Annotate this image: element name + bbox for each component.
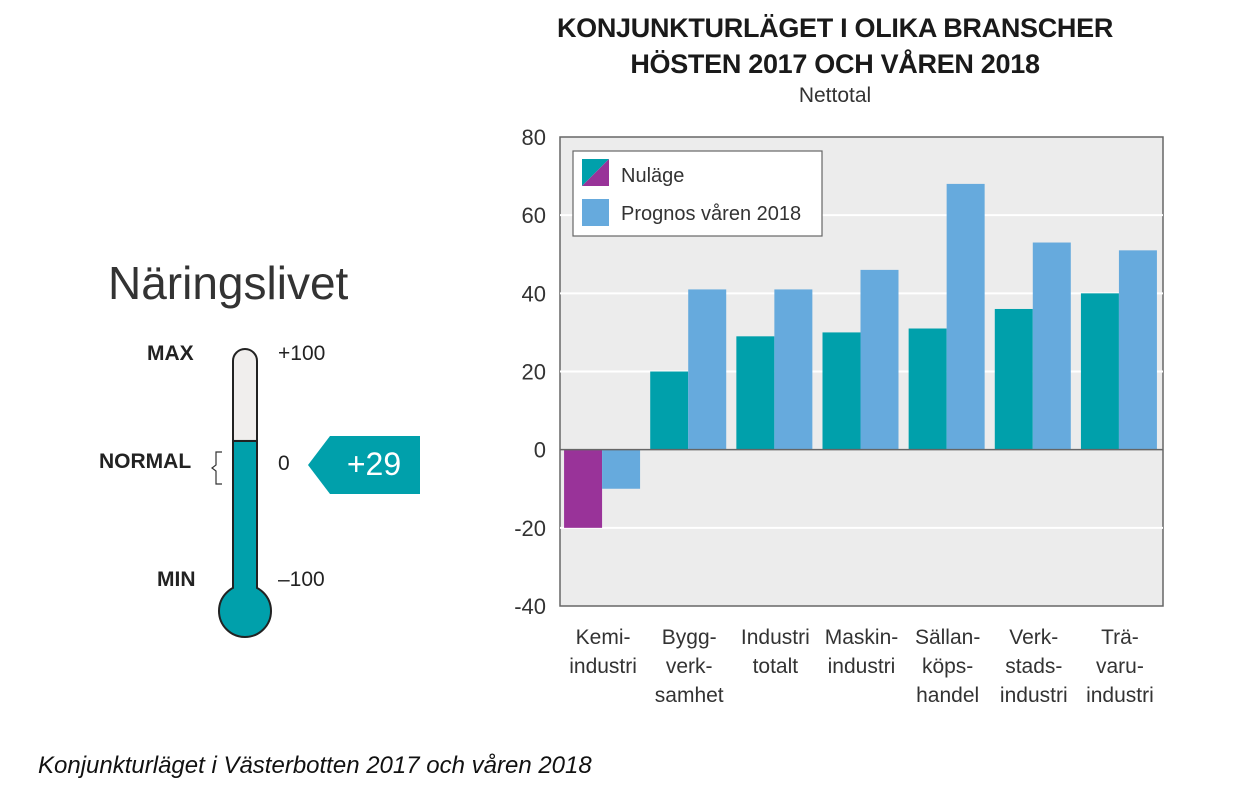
y-tick-label: -40 (514, 594, 546, 619)
legend-nulage-swatch-purple (582, 159, 609, 186)
x-tick-label: Industri (741, 626, 810, 649)
x-tick-label: Bygg- (662, 626, 717, 649)
thermometer-zero-value: 0 (278, 452, 290, 475)
bar-nulage (822, 332, 861, 450)
bar-prognos (602, 449, 641, 489)
y-tick-label: 60 (522, 203, 546, 228)
bar-prognos (1032, 242, 1071, 450)
chart-title-line-1: KONJUNKTURLÄGET I OLIKA BRANSCHER (556, 13, 1114, 43)
value-tag (308, 436, 420, 494)
bar-chart: 80 60 40 20 0 -20 -40 Kemi-industri Bygg-verk-s… (514, 125, 1164, 707)
figure-caption: Konjunkturläget i Västerbotten 2017 och … (38, 752, 592, 779)
value-tag-label: +29 (347, 446, 401, 482)
thermometer-fill (232, 439, 258, 601)
legend-box (572, 150, 823, 237)
y-tick-label: 40 (522, 281, 546, 306)
x-tick-label: industri (1086, 684, 1154, 707)
x-tick-label: industri (569, 655, 637, 678)
thermometer-graphic: +29 (211, 348, 420, 638)
bar-nulage (650, 371, 689, 450)
thermometer-min-label: MIN (157, 568, 196, 591)
thermometer-title: Näringslivet (108, 257, 349, 309)
x-tick-label: Trä- (1101, 626, 1139, 649)
thermometer-neck (234, 578, 256, 594)
bar-prognos (946, 183, 985, 450)
thermometer-max-label: MAX (147, 342, 194, 365)
x-tick-label: Kemi- (576, 626, 631, 649)
x-tick-label: samhet (655, 684, 724, 707)
normal-bracket-icon (211, 451, 222, 485)
y-tick-label: 20 (522, 360, 546, 385)
x-tick-label: industri (1000, 684, 1068, 707)
thermometer-max-value: +100 (278, 342, 326, 365)
x-tick-label: Sällan- (915, 626, 980, 649)
x-tick-label: totalt (753, 655, 799, 678)
bar-prognos (1118, 250, 1157, 450)
bar-nulage (1080, 293, 1119, 450)
y-tick-label: 0 (534, 438, 546, 463)
thermometer-min-value: –100 (278, 568, 325, 591)
chart-title-line-2: HÖSTEN 2017 OCH VÅREN 2018 (630, 49, 1040, 79)
y-tick-label: -20 (514, 516, 546, 541)
bar-prognos (688, 289, 727, 450)
x-tick-label: stads- (1005, 655, 1062, 678)
x-tick-label: köps- (922, 655, 973, 678)
legend-prognos-label: Prognos våren 2018 (621, 203, 801, 225)
bar-prognos (860, 269, 899, 450)
bar-prognos (774, 289, 813, 450)
legend-prognos-swatch (582, 199, 609, 226)
x-tick-label: verk- (666, 655, 713, 678)
bar-nulage (736, 336, 775, 450)
x-tick-label: industri (828, 655, 896, 678)
bar-nulage (564, 449, 603, 528)
legend: Nuläge Prognos våren 2018 (572, 150, 823, 237)
legend-nulage-label: Nuläge (621, 165, 684, 187)
x-tick-label: Maskin- (825, 626, 899, 649)
x-tick-label: varu- (1096, 655, 1144, 678)
bar-nulage (908, 328, 947, 450)
thermometer-normal-label: NORMAL (99, 450, 192, 473)
bar-nulage (994, 308, 1033, 450)
y-tick-label: 80 (522, 125, 546, 150)
chart-subtitle: Nettotal (798, 84, 872, 107)
chart-title: KONJUNKTURLÄGET I OLIKA BRANSCHER HÖSTEN… (520, 10, 1150, 82)
x-tick-label: handel (916, 684, 979, 707)
x-tick-label: Verk- (1009, 626, 1058, 649)
